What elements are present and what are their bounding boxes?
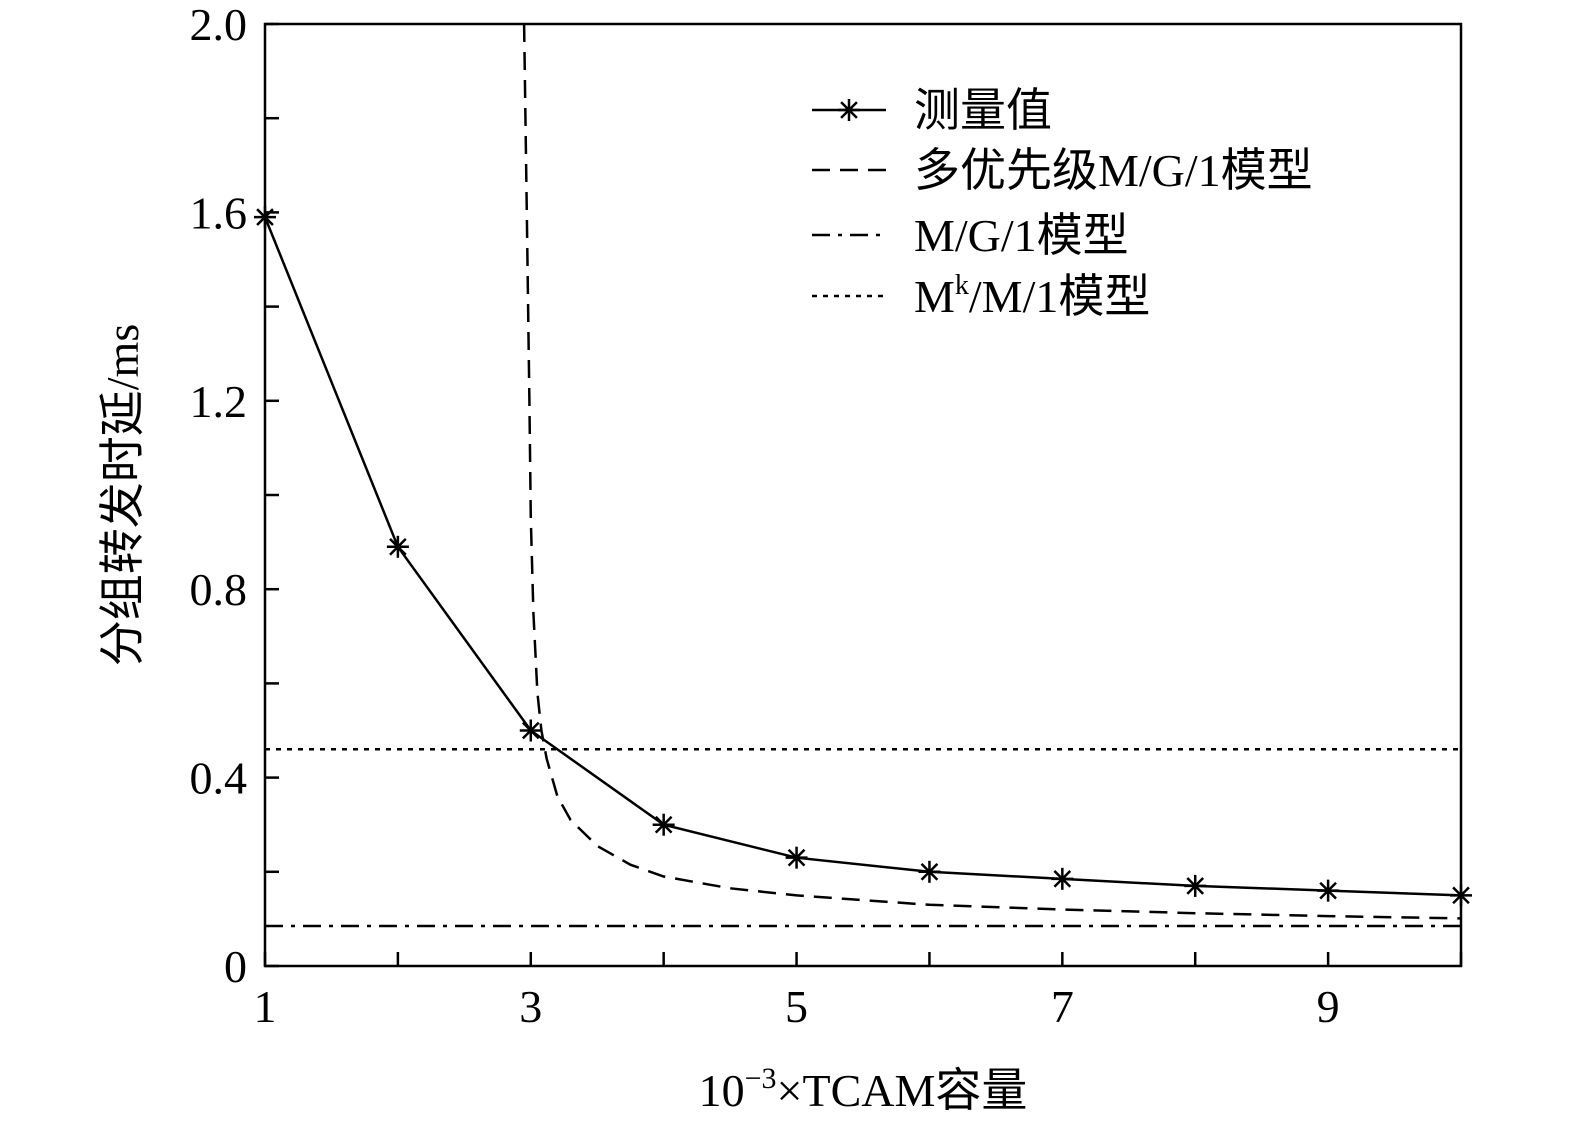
data-point <box>1317 879 1340 902</box>
tick-labels: 0 0.4 0.8 1.2 1.6 2.0 1 3 5 7 9 <box>190 0 1340 1032</box>
series-line-1 <box>522 23 1462 920</box>
x-tick-label: 5 <box>785 981 808 1032</box>
y-tick-label: 2.0 <box>190 0 248 50</box>
x-tick-label: 1 <box>254 981 277 1032</box>
data-point <box>1184 874 1207 897</box>
data-point <box>1051 867 1074 890</box>
x-tick-label: 3 <box>519 981 542 1032</box>
data-point <box>519 719 542 742</box>
data-point <box>652 813 675 836</box>
data-point <box>785 846 808 869</box>
x-axis-label-exponent: −3 <box>745 1062 777 1095</box>
x-tick-label: 7 <box>1051 981 1074 1032</box>
x-axis-label-rest: ×TCAM容量 <box>777 1065 1028 1116</box>
legend-label-0: 测量值 <box>914 85 1052 136</box>
y-tick-label: 0.4 <box>190 753 248 804</box>
x-axis-label-base: 10 <box>699 1065 745 1116</box>
y-tick-label: 0 <box>224 941 247 992</box>
x-axis-label: 10−3×TCAM容量 <box>699 1062 1028 1116</box>
x-tick-label: 9 <box>1317 981 1340 1032</box>
legend-marker <box>838 99 860 121</box>
y-tick-label: 0.8 <box>190 564 248 615</box>
data-point <box>918 860 941 883</box>
plot-frame <box>263 22 1463 968</box>
legend-label-1: 多优先级M/G/1模型 <box>914 145 1313 196</box>
y-axis-label: 分组转发时延/ms <box>97 324 148 666</box>
data-point <box>386 535 409 558</box>
series-line-0 <box>263 216 1462 897</box>
legend-label-3: Mk/M/1模型 <box>914 270 1150 322</box>
legend-label-2: M/G/1模型 <box>914 210 1129 261</box>
y-tick-label: 1.2 <box>190 376 248 427</box>
y-tick-label: 1.6 <box>190 187 248 238</box>
